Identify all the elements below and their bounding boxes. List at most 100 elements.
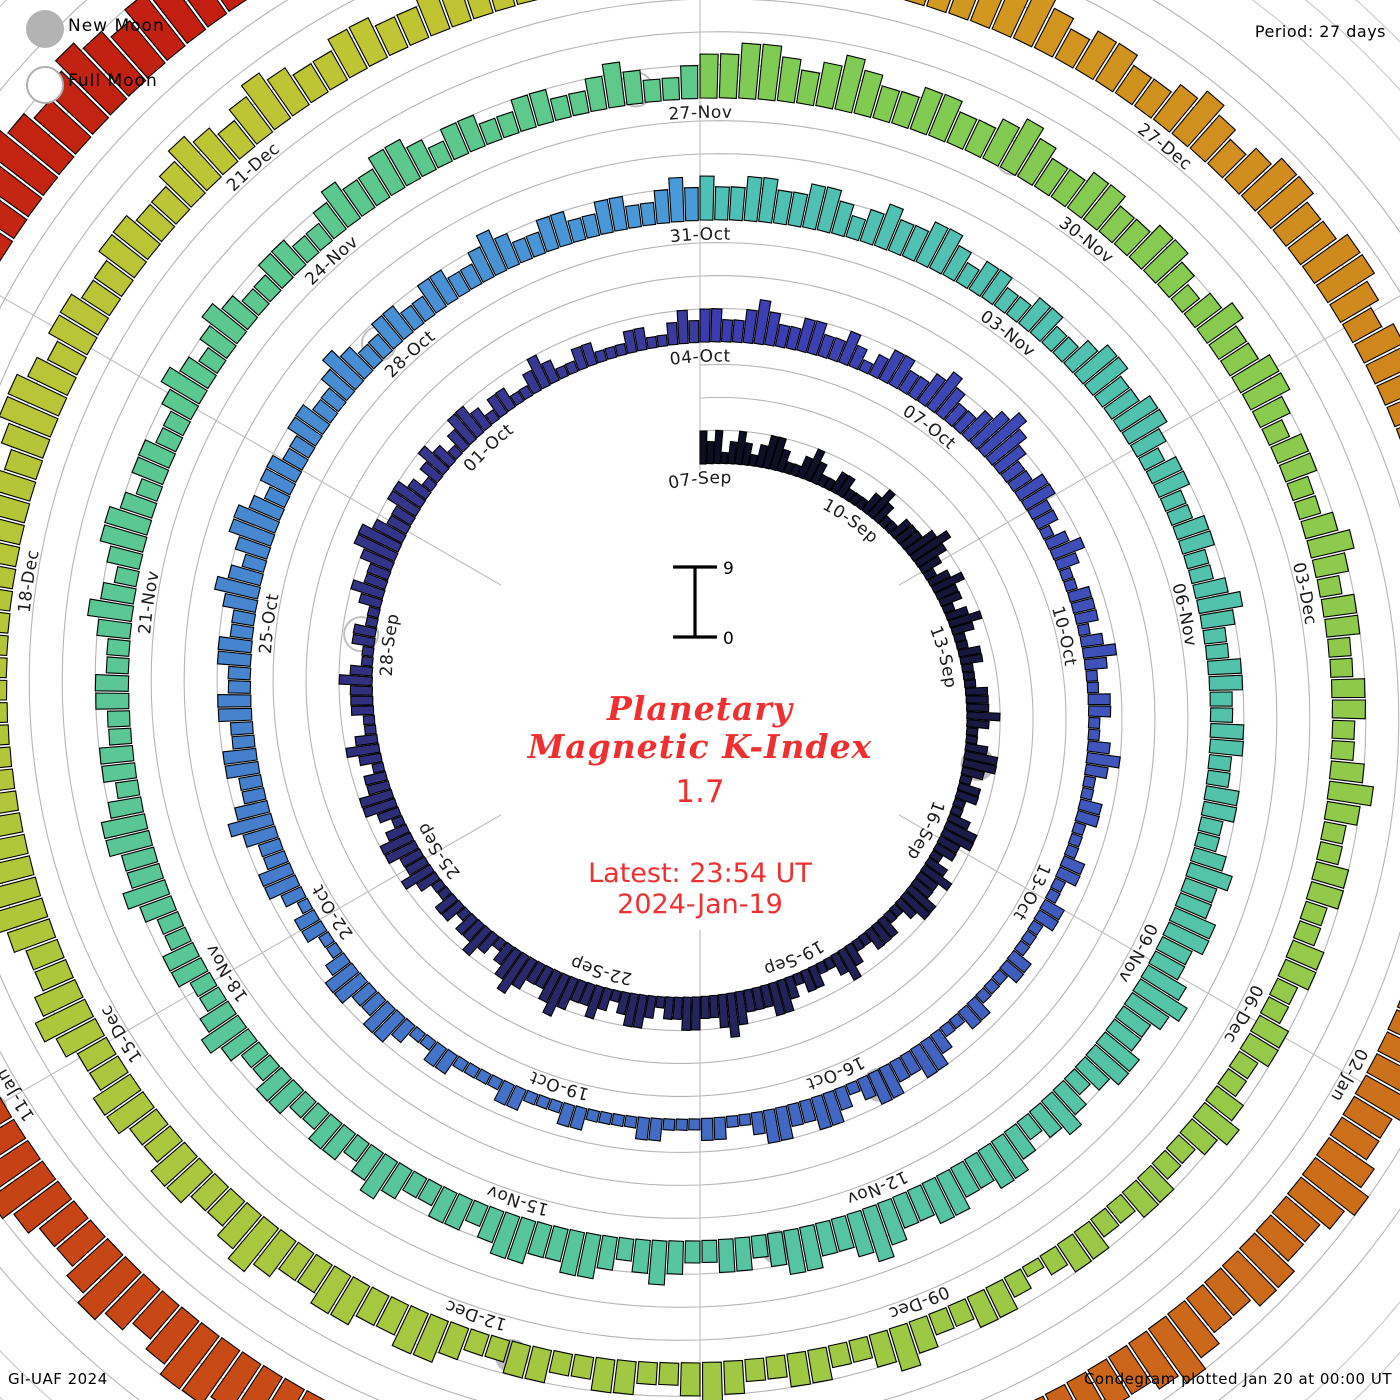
bar bbox=[234, 799, 271, 821]
bar bbox=[478, 117, 503, 146]
bar bbox=[342, 179, 376, 218]
bar bbox=[150, 1141, 198, 1187]
bar bbox=[549, 94, 572, 122]
date-label: 21-Nov bbox=[135, 569, 164, 635]
bar bbox=[253, 274, 282, 303]
bar bbox=[491, 0, 516, 12]
bar bbox=[446, 413, 478, 446]
bar bbox=[100, 581, 137, 605]
bar bbox=[957, 645, 982, 658]
bar bbox=[954, 789, 980, 806]
bar bbox=[576, 1231, 602, 1280]
bar bbox=[645, 335, 658, 350]
bar bbox=[1193, 831, 1221, 853]
bar bbox=[1063, 843, 1080, 860]
bar bbox=[357, 343, 384, 370]
bar bbox=[119, 491, 158, 519]
bar bbox=[7, 112, 75, 176]
bar bbox=[1221, 1250, 1278, 1307]
bar bbox=[909, 530, 952, 562]
bar bbox=[622, 329, 638, 355]
bar bbox=[161, 388, 200, 421]
bar bbox=[943, 820, 978, 844]
bar bbox=[1259, 996, 1290, 1025]
bar bbox=[320, 368, 356, 402]
bar bbox=[222, 592, 259, 614]
bar bbox=[946, 812, 972, 831]
bar bbox=[876, 1197, 908, 1246]
bar bbox=[227, 665, 252, 681]
bar bbox=[738, 1113, 752, 1127]
bar bbox=[690, 996, 701, 1031]
bar bbox=[930, 571, 966, 594]
bar bbox=[1059, 855, 1086, 876]
bar bbox=[399, 848, 425, 868]
bar bbox=[883, 909, 898, 924]
bar bbox=[774, 1105, 794, 1142]
bar bbox=[359, 1153, 399, 1200]
bar bbox=[833, 1085, 854, 1111]
bar bbox=[105, 656, 130, 675]
footer-credit: GI-UAF 2024 bbox=[8, 1370, 108, 1388]
bar bbox=[7, 373, 68, 417]
bar bbox=[648, 1117, 663, 1142]
bar bbox=[371, 518, 407, 544]
bar bbox=[305, 222, 334, 252]
bar bbox=[1113, 218, 1151, 257]
bar bbox=[943, 402, 968, 428]
date-label: 07-Sep bbox=[667, 468, 733, 494]
bar bbox=[106, 545, 144, 571]
bar bbox=[1058, 566, 1074, 582]
bar bbox=[384, 823, 410, 842]
bar bbox=[364, 615, 379, 629]
bar bbox=[624, 204, 642, 229]
bar bbox=[748, 453, 759, 468]
bar bbox=[358, 788, 395, 809]
bar bbox=[495, 111, 520, 139]
bar bbox=[918, 555, 943, 575]
bar bbox=[878, 1062, 905, 1099]
bar bbox=[0, 232, 14, 262]
bar bbox=[441, 899, 465, 922]
bar bbox=[962, 671, 976, 681]
bar bbox=[662, 1118, 676, 1131]
bar bbox=[343, 1133, 371, 1163]
bar bbox=[158, 160, 206, 208]
bar bbox=[417, 445, 450, 476]
bar bbox=[1087, 705, 1112, 718]
new-moon-legend-label: New Moon bbox=[68, 16, 165, 36]
bar bbox=[1183, 292, 1223, 329]
bar bbox=[156, 910, 185, 936]
bar bbox=[768, 981, 786, 1017]
bar bbox=[77, 1255, 142, 1321]
bar bbox=[301, 919, 328, 943]
bar bbox=[1203, 785, 1240, 807]
bar bbox=[1311, 861, 1350, 889]
bar bbox=[1003, 1123, 1037, 1160]
bar bbox=[723, 1359, 746, 1395]
bar bbox=[570, 345, 589, 372]
bar bbox=[966, 1288, 999, 1329]
bar bbox=[358, 752, 383, 767]
bar bbox=[798, 1224, 824, 1272]
bar bbox=[642, 78, 662, 103]
bar bbox=[348, 16, 389, 68]
bar bbox=[1305, 880, 1345, 910]
bar bbox=[510, 94, 537, 133]
bar bbox=[122, 879, 171, 910]
bar bbox=[941, 602, 956, 614]
bar bbox=[992, 444, 1027, 475]
bar bbox=[1205, 1084, 1245, 1122]
bar bbox=[622, 69, 644, 106]
bar bbox=[390, 1017, 416, 1044]
bar bbox=[240, 1364, 284, 1400]
bar bbox=[462, 924, 493, 957]
bar bbox=[597, 1110, 613, 1126]
bar bbox=[1012, 0, 1057, 48]
bar bbox=[1033, 7, 1075, 58]
bar bbox=[294, 404, 331, 436]
bar bbox=[594, 348, 608, 364]
bar bbox=[765, 1354, 788, 1380]
bar bbox=[1054, 551, 1080, 571]
bar bbox=[926, 0, 951, 14]
